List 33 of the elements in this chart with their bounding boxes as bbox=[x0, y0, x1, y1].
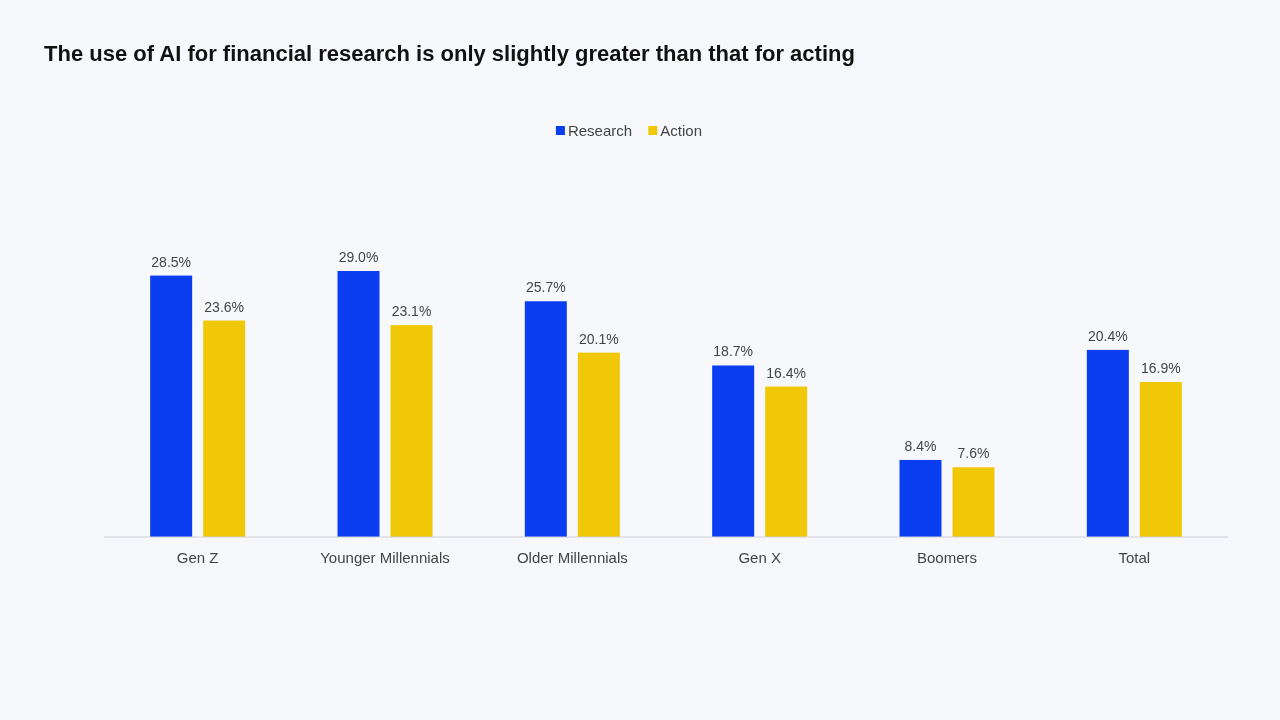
data-label: 29.0% bbox=[338, 249, 379, 265]
legend-label: Action bbox=[660, 122, 702, 139]
data-label: 25.7% bbox=[525, 279, 566, 296]
x-tick-label: Younger Millennials bbox=[320, 549, 450, 566]
bar bbox=[1086, 349, 1129, 537]
data-label: 28.5% bbox=[151, 253, 192, 270]
bar bbox=[952, 467, 995, 537]
bar bbox=[203, 320, 246, 537]
x-tick-label: Gen Z bbox=[176, 549, 219, 566]
bar bbox=[712, 365, 755, 537]
x-tick-label: Total bbox=[1118, 549, 1151, 566]
bar bbox=[1139, 381, 1182, 537]
bar bbox=[150, 275, 193, 537]
legend-label: Research bbox=[567, 122, 633, 139]
bar bbox=[390, 325, 433, 537]
bar bbox=[337, 271, 380, 537]
x-tick-label: Boomers bbox=[916, 549, 978, 566]
x-tick-label: Gen X bbox=[738, 549, 781, 566]
bar bbox=[577, 352, 620, 537]
x-tick-label: Older Millennials bbox=[516, 549, 628, 566]
data-label: 7.6% bbox=[957, 445, 990, 462]
data-label: 8.4% bbox=[904, 437, 937, 454]
bar bbox=[899, 459, 942, 537]
data-label: 16.4% bbox=[766, 364, 807, 381]
bar bbox=[765, 386, 808, 537]
chart-title: The use of AI for financial research is only slightly greater than that for acting bbox=[44, 41, 855, 66]
data-label: 20.1% bbox=[578, 330, 619, 347]
data-label: 20.4% bbox=[1087, 327, 1128, 344]
data-label: 23.1% bbox=[391, 303, 432, 320]
data-label: 16.9% bbox=[1140, 359, 1181, 376]
bar bbox=[524, 301, 567, 537]
data-label: 18.7% bbox=[713, 343, 754, 360]
data-label: 23.6% bbox=[204, 298, 245, 315]
